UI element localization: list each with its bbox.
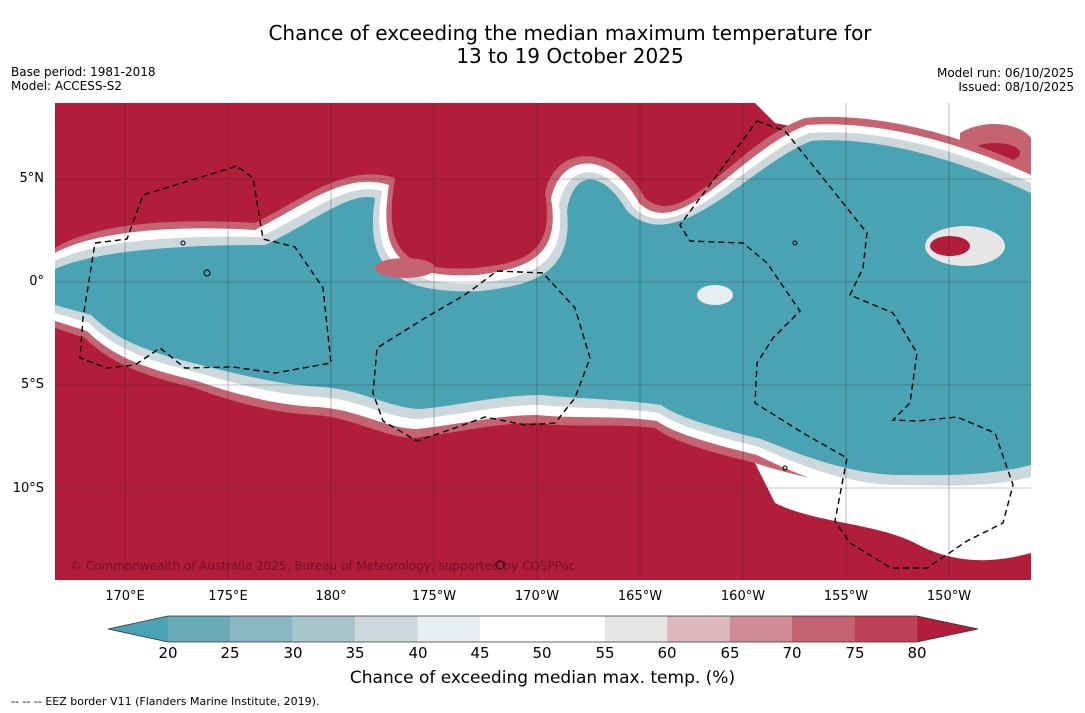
lon-label-175w: 175°W (411, 589, 457, 604)
colorbar-bin-70-75 (792, 616, 855, 642)
eez-border-western (79, 165, 332, 374)
lon-label-180: 180° (315, 589, 347, 604)
island-marker (203, 269, 211, 277)
base-period: Base period: 1981-2018 (11, 65, 156, 79)
colorbar-tick-65: 65 (720, 644, 740, 662)
central-warm-patch (375, 258, 435, 278)
colorbar-tick-75: 75 (845, 644, 865, 662)
colorbar-tick-80: 80 (907, 644, 927, 662)
colorbar-bin-60-65 (667, 616, 730, 642)
island-marker (495, 560, 505, 570)
colorbar-outline (107, 615, 979, 643)
colorbar-tick-45: 45 (470, 644, 490, 662)
probability-map (55, 103, 1031, 580)
island-marker (180, 240, 186, 246)
lon-label-170w: 170°W (514, 589, 560, 604)
model-run-date: Model run: 06/10/2025 (936, 66, 1074, 80)
colorbar-bin-50-55 (542, 616, 605, 642)
colorbar-tick-60: 60 (657, 644, 677, 662)
colorbar-bin-20-25 (168, 616, 231, 642)
colorbar-tick-25: 25 (220, 644, 240, 662)
south-east-neutral-region (755, 463, 1031, 561)
eez-legend: -- -- -- EEZ border V11 (Flanders Marine… (11, 695, 319, 708)
colorbar-bin-40-45 (417, 616, 480, 642)
colorbar-tick-30: 30 (283, 644, 303, 662)
eez-borders (79, 120, 1014, 569)
colorbar-tick-20: 20 (158, 644, 178, 662)
colorbar-tick-55: 55 (595, 644, 615, 662)
equatorial-neutral-spot (697, 285, 733, 305)
eez-border-eastern (679, 120, 1014, 569)
run-info: Model run: 06/10/2025 Issued: 08/10/2025 (937, 66, 1074, 94)
lon-label-155w: 155°W (823, 589, 869, 604)
colorbar-tick-70: 70 (782, 644, 802, 662)
lon-label-165w: 165°W (617, 589, 663, 604)
colorbar-bin-75-80 (854, 616, 917, 642)
issued-date: Issued: 08/10/2025 (958, 80, 1074, 94)
colorbar-over-arrow (916, 616, 978, 642)
eastern-warm-island (930, 236, 970, 256)
colorbar-bin-45-50 (480, 616, 543, 642)
graticule (55, 103, 1031, 580)
lat-label-10s: 10°S (12, 481, 44, 496)
copyright-notice: © Commonwealth of Australia 2025, Bureau… (70, 559, 576, 573)
island-marker (782, 465, 788, 471)
base-info: Base period: 1981-2018 Model: ACCESS-S2 (11, 65, 156, 93)
lat-label-5n: 5°N (19, 171, 45, 186)
colorbar-bin-65-70 (729, 616, 792, 642)
eez-border-central (372, 270, 591, 442)
lat-label-0: 0° (29, 274, 44, 289)
lat-label-5s: 5°S (20, 377, 44, 392)
colorbar (107, 615, 979, 643)
map-title: Chance of exceeding the median maximum t… (0, 22, 1085, 68)
model-name: Model: ACCESS-S2 (11, 79, 123, 93)
colorbar-bin-25-30 (230, 616, 293, 642)
island-markers (180, 240, 798, 570)
colorbar-tick-40: 40 (408, 644, 428, 662)
eez-legend-text: EEZ border V11 (Flanders Marine Institut… (45, 695, 320, 708)
lon-label-175e: 175°E (208, 589, 248, 604)
colorbar-under-arrow (108, 616, 168, 642)
lon-label-160w: 160°W (720, 589, 766, 604)
island-marker (792, 240, 798, 246)
colorbar-bin-30-35 (292, 616, 356, 642)
colorbar-title: Chance of exceeding median max. temp. (%… (349, 668, 736, 688)
colorbar-bin-35-40 (355, 616, 418, 642)
colorbar-tick-50: 50 (532, 644, 552, 662)
lon-label-170e: 170°E (105, 589, 145, 604)
eez-legend-symbol: -- -- -- (11, 695, 42, 708)
colorbar-tick-35: 35 (345, 644, 365, 662)
colorbar-bin-55-60 (604, 616, 668, 642)
title-line-1: Chance of exceeding the median maximum t… (268, 21, 872, 45)
title-line-2: 13 to 19 October 2025 (456, 44, 684, 68)
lon-label-150w: 150°W (926, 589, 972, 604)
cool-band-core (55, 140, 1031, 476)
